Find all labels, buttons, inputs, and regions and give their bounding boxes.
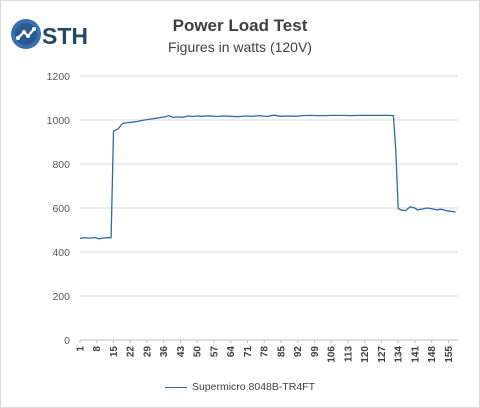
y-tick-label: 800 [52,159,70,171]
logo-text: STH [42,23,88,49]
x-tick-label: 22 [126,346,137,358]
series-line [79,114,456,240]
chart-title: Power Load Test [172,16,308,35]
x-tick-label: 85 [276,346,287,358]
x-tick-label: 57 [209,346,220,358]
x-tick-label: 1 [76,346,87,352]
y-tick-label: 200 [52,291,70,303]
x-tick-label: 141 [410,346,421,363]
y-tick-label: 1000 [47,115,71,127]
x-tick-label: 50 [193,346,204,358]
x-tick-label: 71 [243,346,254,358]
x-tick-label: 92 [293,346,304,358]
x-tick-label: 8 [92,346,103,352]
legend-label: Supermicro 8048B-TR4FT [191,381,316,393]
x-tick-label: 134 [394,346,405,363]
sth-logo-icon [10,18,42,55]
x-tick-label: 36 [159,346,170,358]
x-tick-label: 106 [327,346,338,363]
x-tick-label: 29 [142,346,153,358]
y-tick-label: 1200 [47,71,71,83]
x-tick-label: 64 [226,346,237,358]
x-tick-label: 78 [260,346,271,358]
x-tick-label: 120 [360,346,371,363]
y-tick-label: 600 [52,203,70,215]
x-tick-label: 15 [109,346,120,358]
y-tick-label: 0 [64,335,70,347]
x-tick-label: 99 [310,346,321,358]
legend-line-swatch [164,386,187,388]
chart-subtitle: Figures in watts (120V) [168,39,312,55]
x-tick-label: 113 [343,346,354,363]
x-tick-label: 127 [377,346,388,363]
x-tick-label: 148 [427,346,438,363]
y-tick-label: 400 [52,247,70,259]
x-tick-label: 155 [444,346,455,363]
x-tick-label: 43 [176,346,187,358]
legend: Supermicro 8048B-TR4FT [0,381,480,393]
